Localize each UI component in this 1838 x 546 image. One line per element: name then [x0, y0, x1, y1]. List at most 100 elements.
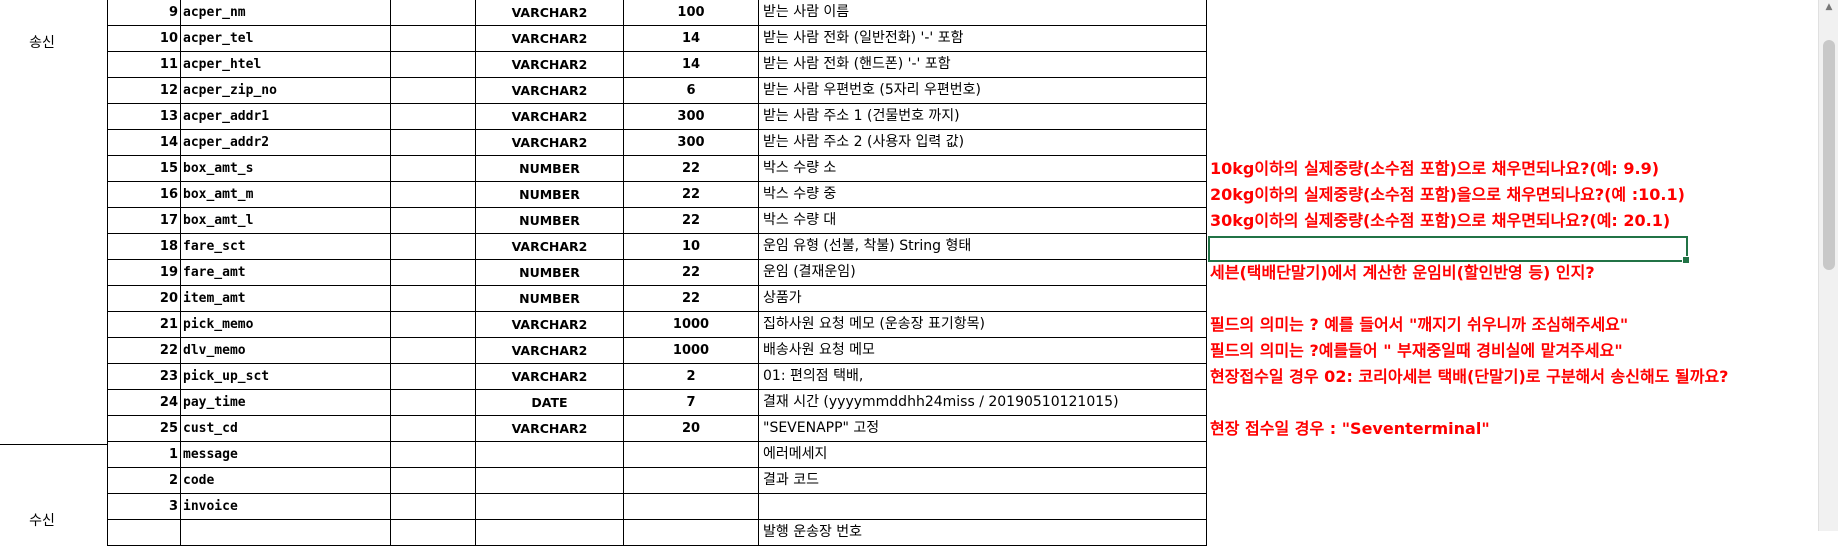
cell-description[interactable]: 01: 편의점 택배, [759, 364, 1207, 390]
cell-empty[interactable] [391, 260, 476, 286]
cell-description[interactable]: 박스 수량 소 [759, 156, 1207, 182]
cell-empty[interactable] [391, 494, 476, 520]
cell-data-type[interactable]: VARCHAR2 [476, 312, 624, 338]
cell-empty[interactable] [391, 364, 476, 390]
cell-empty[interactable] [391, 390, 476, 416]
cell-empty[interactable] [391, 104, 476, 130]
cell-description[interactable]: 받는 사람 전화 (일반전화) '-' 포함 [759, 26, 1207, 52]
cell-length[interactable]: 22 [624, 182, 759, 208]
cell-field-name[interactable]: acper_zip_no [181, 78, 391, 104]
cell-description[interactable]: 결재 시간 (yyyymmddhh24miss / 20190510121015… [759, 390, 1207, 416]
cell-number[interactable]: 24 [107, 390, 181, 416]
cell-field-name[interactable]: cust_cd [181, 416, 391, 442]
cell-empty[interactable] [391, 286, 476, 312]
cell-number[interactable]: 18 [107, 234, 181, 260]
cell-field-name[interactable] [181, 520, 391, 546]
selected-cell[interactable] [1208, 236, 1690, 264]
cell-length[interactable]: 22 [624, 286, 759, 312]
cell-empty[interactable] [391, 182, 476, 208]
cell-length[interactable]: 1000 [624, 312, 759, 338]
cell-data-type[interactable]: NUMBER [476, 208, 624, 234]
cell-field-name[interactable]: acper_addr2 [181, 130, 391, 156]
cell-number[interactable]: 21 [107, 312, 181, 338]
cell-data-type[interactable]: VARCHAR2 [476, 78, 624, 104]
cell-empty[interactable] [391, 416, 476, 442]
cell-number[interactable]: 11 [107, 52, 181, 78]
cell-length[interactable]: 20 [624, 416, 759, 442]
cell-empty[interactable] [391, 208, 476, 234]
cell-number[interactable]: 20 [107, 286, 181, 312]
cell-number[interactable]: 15 [107, 156, 181, 182]
cell-length[interactable]: 14 [624, 26, 759, 52]
cell-field-name[interactable]: fare_amt [181, 260, 391, 286]
cell-empty[interactable] [391, 234, 476, 260]
cell-length[interactable]: 22 [624, 260, 759, 286]
cell-number[interactable]: 23 [107, 364, 181, 390]
cell-field-name[interactable]: message [181, 442, 391, 468]
cell-empty[interactable] [391, 26, 476, 52]
cell-empty[interactable] [391, 0, 476, 26]
cell-description[interactable]: 받는 사람 주소 2 (사용자 입력 값) [759, 130, 1207, 156]
cell-description[interactable]: "SEVENAPP" 고정 [759, 416, 1207, 442]
cell-number[interactable]: 14 [107, 130, 181, 156]
cell-data-type[interactable]: DATE [476, 390, 624, 416]
cell-description[interactable]: 집하사원 요청 메모 (운송장 표기항목) [759, 312, 1207, 338]
cell-description[interactable]: 운임 (결재운임) [759, 260, 1207, 286]
cell-length[interactable]: 7 [624, 390, 759, 416]
cell-data-type[interactable]: NUMBER [476, 182, 624, 208]
cell-length[interactable] [624, 442, 759, 468]
cell-empty[interactable] [391, 338, 476, 364]
cell-data-type[interactable]: NUMBER [476, 156, 624, 182]
cell-data-type[interactable]: VARCHAR2 [476, 416, 624, 442]
cell-field-name[interactable]: fare_sct [181, 234, 391, 260]
cell-description[interactable]: 받는 사람 전화 (핸드폰) '-' 포함 [759, 52, 1207, 78]
cell-data-type[interactable]: VARCHAR2 [476, 104, 624, 130]
cell-number[interactable]: 12 [107, 78, 181, 104]
cell-description[interactable]: 받는 사람 이름 [759, 0, 1207, 26]
cell-field-name[interactable]: acper_addr1 [181, 104, 391, 130]
cell-data-type[interactable]: VARCHAR2 [476, 234, 624, 260]
cell-number[interactable]: 3 [107, 494, 181, 520]
cell-length[interactable]: 22 [624, 208, 759, 234]
cell-data-type[interactable] [476, 494, 624, 520]
cell-data-type[interactable] [476, 468, 624, 494]
cell-data-type[interactable]: VARCHAR2 [476, 130, 624, 156]
cell-data-type[interactable] [476, 520, 624, 546]
scroll-up-icon[interactable]: ▲ [1825, 2, 1833, 12]
cell-length[interactable] [624, 494, 759, 520]
cell-description[interactable]: 배송사원 요청 메모 [759, 338, 1207, 364]
cell-number[interactable]: 2 [107, 468, 181, 494]
cell-field-name[interactable]: acper_nm [181, 0, 391, 26]
cell-number[interactable]: 10 [107, 26, 181, 52]
cell-empty[interactable] [391, 52, 476, 78]
cell-field-name[interactable]: box_amt_l [181, 208, 391, 234]
cell-empty[interactable] [391, 312, 476, 338]
cell-data-type[interactable]: NUMBER [476, 286, 624, 312]
cell-description[interactable]: 발행 운송장 번호 [759, 520, 1207, 546]
cell-data-type[interactable] [476, 442, 624, 468]
cell-number[interactable]: 13 [107, 104, 181, 130]
cell-empty[interactable] [391, 520, 476, 546]
cell-number[interactable]: 17 [107, 208, 181, 234]
cell-description[interactable]: 받는 사람 주소 1 (건물번호 까지) [759, 104, 1207, 130]
cell-description[interactable]: 박스 수량 중 [759, 182, 1207, 208]
cell-field-name[interactable]: code [181, 468, 391, 494]
cell-description[interactable]: 박스 수량 대 [759, 208, 1207, 234]
annotation-note[interactable]: 20kg이하의 실제중량(소수점 포함)을으로 채우면되나요?(예 :10.1) [1210, 185, 1685, 204]
annotation-note[interactable]: 세븐(택배단말기)에서 계산한 운임비(할인반영 등) 인지? [1210, 263, 1595, 282]
cell-data-type[interactable]: NUMBER [476, 260, 624, 286]
cell-number[interactable]: 19 [107, 260, 181, 286]
cell-field-name[interactable]: pay_time [181, 390, 391, 416]
cell-number[interactable]: 22 [107, 338, 181, 364]
cell-field-name[interactable]: box_amt_m [181, 182, 391, 208]
cell-empty[interactable] [391, 468, 476, 494]
cell-description[interactable] [759, 494, 1207, 520]
cell-length[interactable]: 2 [624, 364, 759, 390]
cell-field-name[interactable]: acper_htel [181, 52, 391, 78]
scrollbar-thumb[interactable] [1823, 40, 1835, 270]
cell-data-type[interactable]: VARCHAR2 [476, 338, 624, 364]
cell-number[interactable] [107, 520, 181, 546]
cell-description[interactable]: 상품가 [759, 286, 1207, 312]
cell-number[interactable]: 9 [107, 0, 181, 26]
cell-field-name[interactable]: dlv_memo [181, 338, 391, 364]
